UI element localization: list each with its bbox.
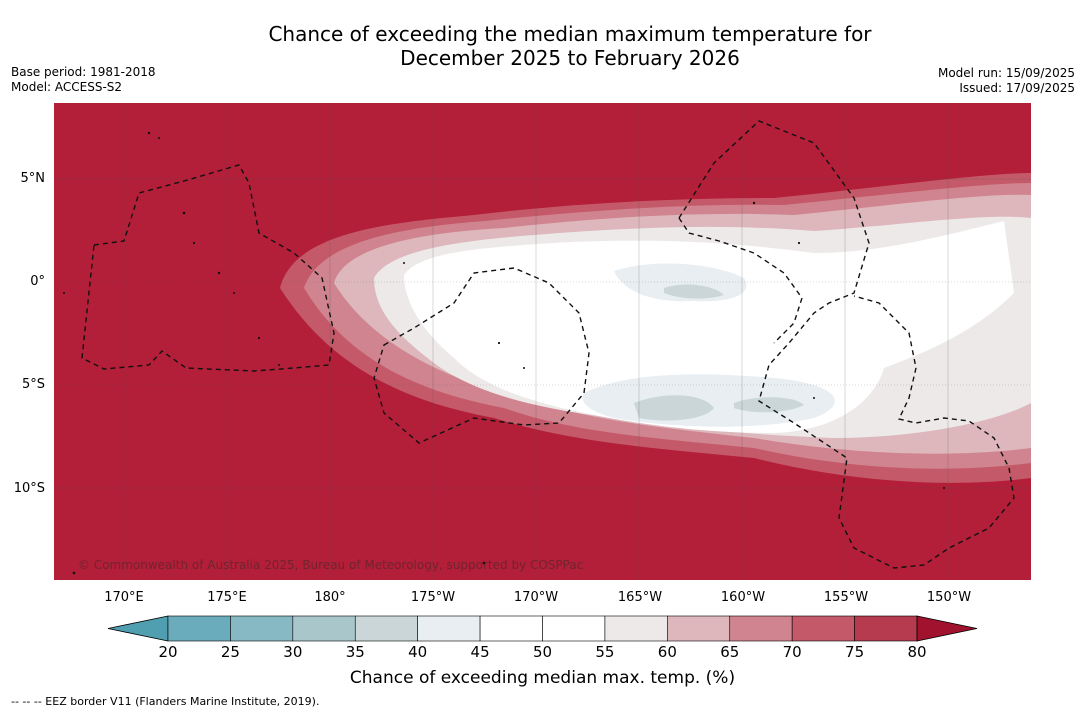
colorbar-tick: 45: [470, 643, 490, 661]
colorbar-tick: 20: [158, 643, 178, 661]
colorbar-segment: [354, 615, 418, 642]
issued-date: Issued: 17/09/2025: [959, 81, 1075, 95]
colorbar-segment: [230, 615, 294, 642]
band-38: [582, 374, 835, 427]
meta-left: Base period: 1981-2018 Model: ACCESS-S2: [11, 65, 156, 95]
title-line-1: Chance of exceeding the median maximum t…: [268, 22, 872, 46]
model-name: Model: ACCESS-S2: [11, 80, 123, 94]
meta-right: Model run: 15/09/2025 Issued: 17/09/2025: [938, 66, 1075, 96]
copyright-notice: © Commonwealth of Australia 2025, Bureau…: [78, 558, 584, 572]
colorbar-segment: [854, 615, 918, 642]
band-35b: [734, 397, 804, 413]
colorbar-segment: [167, 615, 231, 642]
colorbar-tick: 55: [595, 643, 615, 661]
lon-tick-170w: 170°W: [513, 590, 559, 605]
colorbar-tick: 40: [408, 643, 428, 661]
lat-tick-0: 0°: [30, 274, 45, 289]
colorbar-segment: [604, 615, 668, 642]
band-35: [634, 395, 714, 421]
colorbar-segment: [791, 615, 855, 642]
colorbar-tick: 65: [720, 643, 740, 661]
colorbar-segment: [667, 615, 731, 642]
lon-tick-155w: 155°W: [823, 590, 869, 605]
band-50: [404, 221, 1014, 433]
lat-tick-10s: 10°S: [13, 481, 45, 496]
lat-tick-5s: 5°S: [21, 377, 45, 392]
colorbar-tick: 30: [283, 643, 303, 661]
colorbar-tick: 25: [220, 643, 240, 661]
base-period: Base period: 1981-2018: [11, 65, 156, 79]
eez-borders: [81, 120, 1015, 569]
colorbar-tick: 50: [532, 643, 553, 661]
colorbar-segment: [292, 615, 356, 642]
title-line-2: December 2025 to February 2026: [400, 46, 740, 70]
colorbar-extend-low: [107, 615, 169, 642]
colorbar-tick: 75: [845, 643, 865, 661]
map-area: [54, 103, 1031, 580]
lon-tick-170e: 170°E: [104, 590, 144, 605]
colorbar-tick: 60: [657, 643, 677, 661]
band-38b: [664, 284, 724, 299]
colorbar-tick: 35: [345, 643, 365, 661]
lon-tick-175w: 175°W: [410, 590, 456, 605]
colorbar-extend-high: [916, 615, 978, 642]
lat-tick-5n: 5°N: [20, 171, 46, 186]
colorbar: [107, 615, 978, 642]
model-run: Model run: 15/09/2025: [937, 66, 1075, 80]
colorbar-tick: 80: [907, 643, 927, 661]
graticule: [54, 103, 1031, 580]
lon-tick-150w: 150°W: [926, 590, 972, 605]
map-title: Chance of exceeding the median maximum t…: [200, 22, 940, 70]
lon-tick-165w: 165°W: [617, 590, 663, 605]
colorbar-tick: 70: [782, 643, 802, 661]
eez-legend-note: -- -- -- EEZ border V11 (Flanders Marine…: [11, 695, 320, 708]
colorbar-segment: [542, 615, 606, 642]
colorbar-segment: [417, 615, 481, 642]
islands: [63, 131, 945, 575]
lon-tick-175e: 175°E: [207, 590, 247, 605]
lon-tick-160w: 160°W: [720, 590, 766, 605]
colorbar-segment: [479, 615, 543, 642]
colorbar-segment: [729, 615, 793, 642]
colorbar-label: Chance of exceeding median max. temp. (%…: [349, 668, 736, 688]
lon-tick-180: 180°: [314, 590, 346, 605]
